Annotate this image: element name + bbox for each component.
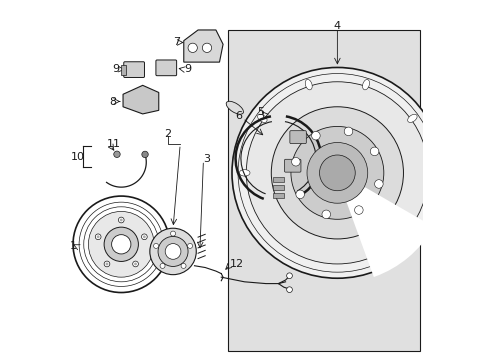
Ellipse shape bbox=[407, 114, 416, 122]
Text: 9: 9 bbox=[112, 64, 119, 74]
FancyBboxPatch shape bbox=[284, 159, 300, 172]
Circle shape bbox=[153, 243, 158, 248]
Circle shape bbox=[291, 157, 300, 166]
Circle shape bbox=[188, 43, 197, 53]
Circle shape bbox=[306, 143, 367, 203]
FancyBboxPatch shape bbox=[156, 60, 176, 76]
Ellipse shape bbox=[257, 114, 266, 122]
Circle shape bbox=[246, 82, 427, 264]
Circle shape bbox=[311, 131, 320, 140]
Polygon shape bbox=[228, 30, 419, 351]
Circle shape bbox=[369, 147, 378, 156]
Circle shape bbox=[321, 210, 330, 219]
Bar bbox=[272, 193, 283, 198]
Circle shape bbox=[165, 244, 181, 259]
Circle shape bbox=[142, 235, 145, 238]
Circle shape bbox=[231, 67, 442, 278]
Circle shape bbox=[149, 228, 196, 275]
Text: 6: 6 bbox=[301, 171, 308, 181]
Circle shape bbox=[111, 235, 131, 254]
Ellipse shape bbox=[430, 101, 447, 114]
Circle shape bbox=[142, 151, 148, 158]
Text: 11: 11 bbox=[107, 139, 121, 149]
Circle shape bbox=[160, 264, 165, 269]
Circle shape bbox=[97, 235, 100, 238]
Circle shape bbox=[170, 231, 175, 236]
Ellipse shape bbox=[226, 101, 243, 114]
Text: 7: 7 bbox=[173, 37, 180, 48]
Circle shape bbox=[88, 211, 154, 277]
Circle shape bbox=[73, 196, 169, 293]
Text: 2: 2 bbox=[164, 129, 171, 139]
Wedge shape bbox=[337, 173, 431, 275]
Ellipse shape bbox=[239, 170, 249, 176]
Text: 12: 12 bbox=[230, 259, 244, 269]
Circle shape bbox=[95, 234, 101, 240]
Circle shape bbox=[120, 219, 122, 221]
Polygon shape bbox=[183, 30, 223, 62]
Text: 6: 6 bbox=[235, 111, 242, 121]
Circle shape bbox=[187, 243, 192, 248]
Text: 9: 9 bbox=[183, 64, 190, 74]
Circle shape bbox=[114, 151, 120, 157]
Circle shape bbox=[141, 234, 147, 240]
Text: 4: 4 bbox=[333, 21, 340, 31]
Bar bbox=[121, 65, 125, 75]
Text: 5: 5 bbox=[257, 107, 264, 117]
Circle shape bbox=[118, 217, 124, 223]
Circle shape bbox=[286, 273, 292, 279]
Circle shape bbox=[319, 155, 354, 191]
Bar bbox=[272, 177, 283, 182]
Circle shape bbox=[134, 262, 137, 265]
Text: 3: 3 bbox=[203, 154, 210, 163]
Text: 10: 10 bbox=[71, 152, 85, 162]
Circle shape bbox=[295, 190, 304, 199]
Circle shape bbox=[344, 127, 352, 136]
FancyBboxPatch shape bbox=[123, 62, 144, 77]
Ellipse shape bbox=[305, 80, 311, 90]
Circle shape bbox=[354, 206, 363, 214]
Circle shape bbox=[104, 261, 110, 267]
Ellipse shape bbox=[362, 80, 369, 90]
FancyBboxPatch shape bbox=[289, 131, 305, 144]
Circle shape bbox=[286, 287, 292, 293]
Circle shape bbox=[105, 262, 108, 265]
Bar bbox=[272, 185, 283, 190]
Text: 8: 8 bbox=[108, 97, 116, 107]
Circle shape bbox=[290, 126, 383, 219]
Circle shape bbox=[202, 43, 211, 53]
Ellipse shape bbox=[424, 170, 435, 176]
Polygon shape bbox=[123, 85, 159, 114]
Text: 1: 1 bbox=[69, 241, 76, 251]
Circle shape bbox=[271, 107, 403, 239]
Circle shape bbox=[158, 237, 188, 266]
Circle shape bbox=[104, 227, 138, 261]
Circle shape bbox=[181, 264, 185, 269]
Circle shape bbox=[132, 261, 138, 267]
Circle shape bbox=[374, 180, 383, 188]
